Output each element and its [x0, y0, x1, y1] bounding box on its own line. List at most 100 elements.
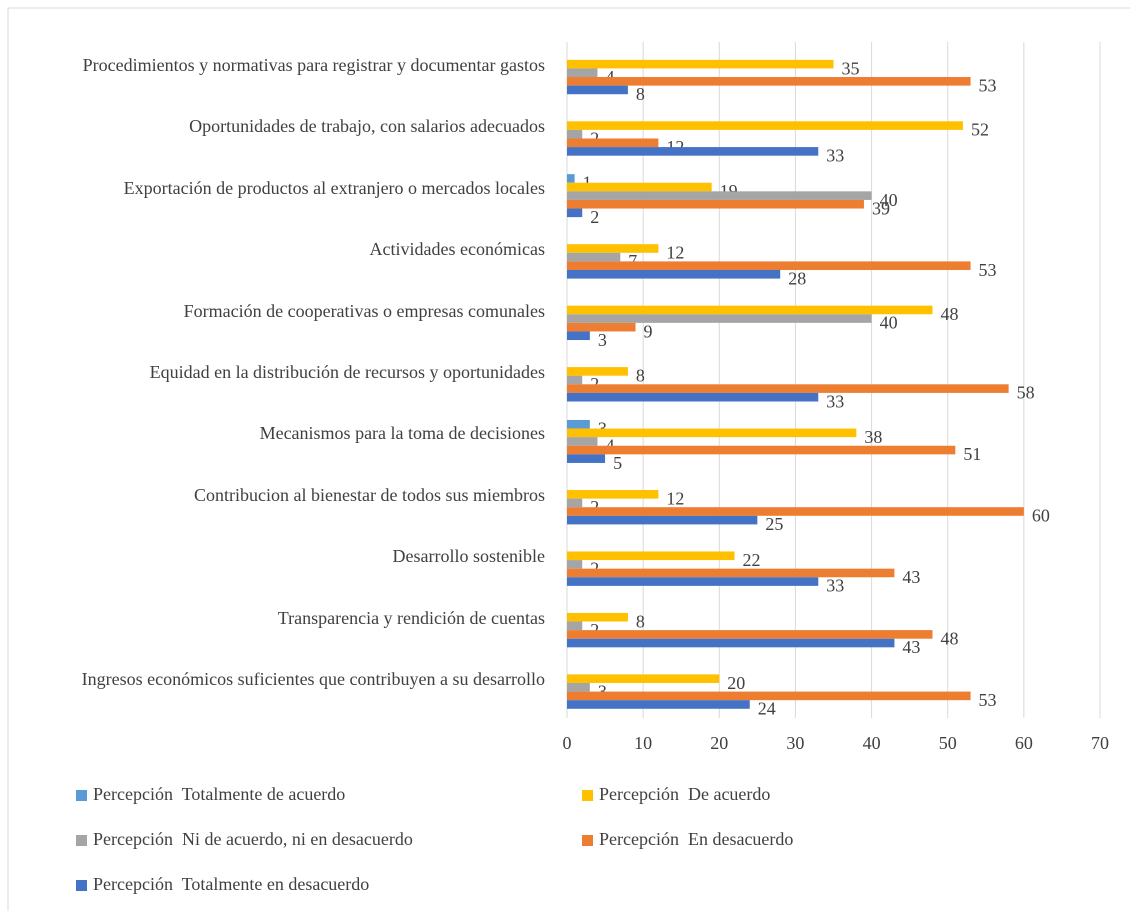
- bar: [567, 515, 758, 525]
- data-label: 53: [979, 75, 997, 95]
- bar: [567, 314, 872, 323]
- bar: [567, 147, 819, 156]
- category-label: Equidad en la distribución de recursos y…: [149, 362, 545, 382]
- data-label: 1: [583, 173, 592, 193]
- bar: [567, 261, 971, 270]
- legend-swatch: [582, 790, 593, 801]
- data-label: 39: [872, 198, 890, 218]
- data-label: 43: [902, 637, 920, 657]
- data-label: 40: [880, 190, 898, 210]
- data-label: 2: [590, 207, 599, 227]
- chart-frame: [7, 7, 1130, 911]
- data-label: 12: [666, 243, 684, 263]
- bar: [567, 121, 963, 130]
- legend-label: Percepción Ni de acuerdo, ni en desacuer…: [93, 829, 413, 849]
- data-label: 24: [758, 699, 776, 719]
- data-label: 28: [788, 268, 806, 288]
- data-label: 48: [940, 629, 958, 649]
- data-label: 43: [902, 567, 920, 587]
- category-label: Procedimientos y normativas para registr…: [82, 54, 545, 75]
- x-tick-label: 50: [939, 733, 957, 753]
- legend-swatch: [76, 880, 87, 891]
- data-label: 9: [644, 321, 653, 341]
- category-label: Oportunidades de trabajo, con salarios a…: [189, 116, 545, 137]
- data-label: 12: [666, 488, 684, 508]
- category-label: Actividades económicas: [369, 239, 545, 260]
- x-tick-label: 10: [634, 733, 652, 753]
- data-label: 33: [826, 576, 844, 596]
- data-label: 33: [826, 146, 844, 166]
- bar: [567, 85, 628, 95]
- category-label: Transparencia y rendición de cuentas: [277, 607, 545, 628]
- legend-label: Percepción En desacuerdo: [599, 829, 793, 849]
- data-label: 3: [598, 330, 607, 350]
- bar: [567, 437, 598, 446]
- data-label: 48: [940, 304, 958, 324]
- legend-swatch: [582, 835, 593, 846]
- x-tick-label: 40: [863, 733, 881, 753]
- data-label: 60: [1032, 506, 1050, 526]
- bar: [567, 384, 1009, 393]
- legend-label: Percepción Totalmente de acuerdo: [93, 784, 345, 804]
- bar: [567, 577, 819, 586]
- data-label: 40: [880, 313, 898, 333]
- data-label: 35: [842, 58, 860, 78]
- data-label: 8: [636, 366, 645, 386]
- bar: [567, 331, 590, 341]
- bar: [567, 428, 857, 438]
- data-label: 58: [1017, 383, 1035, 403]
- data-label: 3: [598, 418, 607, 438]
- data-label: 2: [590, 128, 599, 148]
- data-label: 4: [605, 436, 614, 456]
- data-label: 53: [979, 260, 997, 280]
- legend-label: Percepción De acuerdo: [599, 784, 770, 804]
- bar: [567, 507, 1024, 516]
- bar: [567, 454, 606, 463]
- x-tick-label: 20: [710, 733, 728, 753]
- category-label: Exportación de productos al extranjero o…: [123, 177, 545, 198]
- bar: [567, 612, 628, 622]
- bar: [567, 138, 659, 148]
- data-label: 7: [628, 251, 637, 271]
- x-tick-label: 30: [786, 733, 804, 753]
- data-label: 2: [590, 620, 599, 640]
- data-label: 8: [636, 611, 645, 631]
- bar: [567, 490, 659, 499]
- legend-swatch: [76, 835, 87, 846]
- data-label: 20: [727, 673, 745, 693]
- bar: [567, 269, 781, 279]
- data-label: 2: [590, 558, 599, 578]
- bar: [567, 568, 895, 578]
- category-label: Contribucion al bienestar de todos sus m…: [194, 484, 545, 505]
- x-tick-label: 70: [1091, 733, 1109, 753]
- bar: [567, 252, 621, 262]
- bar: [567, 59, 834, 69]
- data-label: 38: [864, 427, 882, 447]
- category-label: Desarrollo sostenible: [392, 546, 545, 567]
- bar: [567, 199, 864, 209]
- bar: [567, 322, 636, 332]
- category-label: Ingresos económicos suficientes que cont…: [81, 669, 545, 690]
- x-tick-label: 0: [563, 733, 572, 753]
- bar: [567, 551, 735, 561]
- category-label: Formación de cooperativas o empresas com…: [183, 300, 545, 321]
- data-label: 52: [971, 120, 989, 140]
- data-label: 5: [613, 453, 622, 473]
- data-label: 53: [979, 690, 997, 710]
- data-label: 51: [963, 444, 981, 464]
- bar: [567, 191, 872, 200]
- bar: [567, 674, 720, 683]
- bar: [567, 621, 583, 631]
- bar: [567, 305, 933, 315]
- bar: [567, 691, 971, 701]
- bar: [567, 392, 819, 402]
- bar: [567, 682, 590, 692]
- data-label: 8: [636, 84, 645, 104]
- bar: [567, 445, 956, 455]
- data-label: 2: [590, 497, 599, 517]
- bar: [567, 182, 712, 192]
- data-label: 33: [826, 391, 844, 411]
- bar: [567, 560, 583, 569]
- bar: [567, 77, 971, 86]
